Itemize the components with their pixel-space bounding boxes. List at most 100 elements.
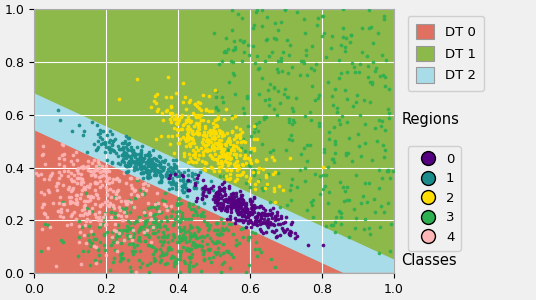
Point <box>341 48 349 53</box>
Point <box>146 242 155 247</box>
Point <box>188 110 197 115</box>
Point <box>139 227 148 232</box>
Point <box>168 222 177 227</box>
Point <box>244 123 252 128</box>
Point <box>241 206 249 211</box>
Point <box>257 76 266 81</box>
Point <box>217 158 226 163</box>
Point <box>169 158 177 163</box>
Point <box>150 225 158 230</box>
Point <box>117 250 126 255</box>
Point <box>367 82 376 86</box>
Point <box>245 162 254 167</box>
Point <box>210 133 219 138</box>
Point <box>229 70 237 75</box>
Point <box>164 162 173 167</box>
Point <box>177 114 185 119</box>
Point <box>105 175 114 180</box>
Point <box>184 265 193 270</box>
Point <box>237 172 246 177</box>
Point <box>287 177 296 182</box>
Point <box>210 144 218 149</box>
Point <box>212 123 220 128</box>
Point <box>209 196 218 201</box>
Point <box>108 239 117 244</box>
Point <box>271 215 280 220</box>
Text: Regions: Regions <box>401 112 459 127</box>
Point <box>188 129 196 134</box>
Point <box>148 244 157 249</box>
Point <box>124 159 133 164</box>
Point <box>231 203 240 208</box>
Point <box>140 192 149 197</box>
Point <box>178 188 187 192</box>
Point <box>79 132 87 137</box>
Point <box>112 195 121 200</box>
Point <box>211 117 220 122</box>
Point <box>126 145 135 149</box>
Point <box>209 255 217 260</box>
Point <box>111 237 120 242</box>
Point <box>70 210 79 215</box>
Point <box>130 205 138 209</box>
Point <box>78 207 86 212</box>
Point <box>373 139 381 143</box>
Point <box>214 189 223 194</box>
Point <box>209 188 217 193</box>
Point <box>175 234 183 239</box>
Point <box>215 239 224 244</box>
Point <box>105 181 113 185</box>
Point <box>247 202 255 206</box>
Point <box>267 212 276 217</box>
Point <box>123 201 131 206</box>
Point <box>222 150 231 155</box>
Point <box>377 175 386 180</box>
Point <box>217 207 226 212</box>
Point <box>157 179 165 184</box>
Point <box>118 257 126 262</box>
Point <box>231 133 240 138</box>
Point <box>160 223 168 228</box>
Point <box>238 58 247 63</box>
Point <box>153 191 162 196</box>
Point <box>227 155 235 160</box>
Point <box>247 220 255 224</box>
Point <box>90 169 98 174</box>
Point <box>217 154 225 158</box>
Point <box>108 236 116 241</box>
Point <box>218 160 227 165</box>
Point <box>341 36 350 41</box>
Point <box>307 66 316 71</box>
Point <box>118 153 126 158</box>
Point <box>144 182 152 187</box>
Point <box>80 186 88 190</box>
Point <box>234 204 242 209</box>
Point <box>245 150 254 154</box>
Point <box>45 224 54 229</box>
Point <box>102 174 110 178</box>
Point <box>264 211 272 216</box>
Point <box>94 161 103 166</box>
Point <box>258 220 266 225</box>
Point <box>143 151 152 156</box>
Point <box>67 188 76 193</box>
Point <box>315 93 323 98</box>
Point <box>256 221 264 226</box>
Point <box>55 170 64 175</box>
Point <box>136 153 144 158</box>
Point <box>151 162 159 167</box>
Point <box>271 265 279 270</box>
Point <box>218 148 226 152</box>
Point <box>129 227 138 232</box>
Point <box>239 235 248 239</box>
Point <box>322 172 331 177</box>
Point <box>135 214 144 219</box>
Point <box>167 119 176 124</box>
Point <box>38 227 47 232</box>
Point <box>150 167 159 172</box>
Point <box>101 164 110 169</box>
Point <box>129 234 138 239</box>
Point <box>72 202 81 207</box>
Point <box>46 174 54 178</box>
Point <box>155 162 164 167</box>
